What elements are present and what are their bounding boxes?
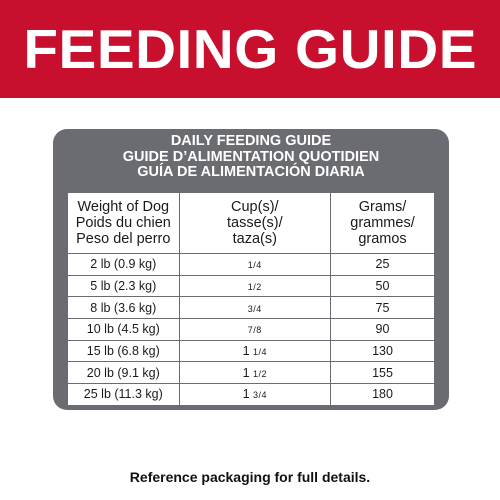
grams-cell: 50 — [330, 274, 435, 298]
feeding-guide-card: DAILY FEEDING GUIDE GUIDE D’ALIMENTATION… — [53, 129, 449, 410]
weight-cell: 8 lb (3.6 kg) — [67, 296, 180, 320]
cups-cell: 1/2 — [178, 274, 332, 298]
guide-heading: DAILY FEEDING GUIDE GUIDE D’ALIMENTATION… — [53, 133, 449, 190]
header-line: Weight of Dog — [77, 199, 170, 215]
grams-cell: 90 — [330, 318, 435, 341]
header-line: grammes/ — [350, 215, 415, 231]
guide-heading-en: DAILY FEEDING GUIDE — [170, 133, 332, 149]
table-row: 5 lb (2.3 kg) 1/2 50 — [67, 274, 435, 298]
header-line: tasse(s)/ — [227, 215, 283, 231]
grams-cell: 155 — [330, 361, 435, 385]
cups-cell: 7/8 — [178, 318, 332, 341]
header-banner: FEEDING GUIDE — [0, 0, 500, 98]
grams-cell: 180 — [330, 383, 435, 406]
weight-cell: 5 lb (2.3 kg) — [67, 274, 180, 298]
weight-cell: 10 lb (4.5 kg) — [67, 318, 180, 341]
grams-cell: 75 — [330, 296, 435, 320]
header-line: Poids du chien — [75, 215, 171, 231]
guide-heading-fr: GUIDE D’ALIMENTATION QUOTIDIEN — [122, 148, 380, 165]
cups-cell: 1 3/4 — [178, 383, 332, 406]
header-line: gramos — [358, 231, 407, 247]
table-row: 2 lb (0.9 kg) 1/4 25 — [67, 253, 435, 276]
cups-cell: 1 1/4 — [178, 339, 332, 363]
header-line: Cup(s)/ — [231, 199, 279, 215]
grams-cell: 25 — [330, 253, 435, 276]
table-row: 10 lb (4.5 kg) 7/8 90 — [67, 318, 435, 341]
table-row: 8 lb (3.6 kg) 3/4 75 — [67, 296, 435, 320]
column-header-cups: Cup(s)/ tasse(s)/ taza(s) — [178, 192, 332, 254]
header-line: Peso del perro — [76, 231, 171, 247]
grams-cell: 130 — [330, 339, 435, 363]
weight-cell: 25 lb (11.3 kg) — [67, 383, 180, 406]
table-row: 20 lb (9.1 kg) 1 1/2 155 — [67, 361, 435, 385]
page-title: FEEDING GUIDE — [23, 18, 477, 80]
footnote: Reference packaging for full details. — [129, 469, 371, 485]
weight-cell: 2 lb (0.9 kg) — [67, 253, 180, 276]
cups-cell: 1 1/2 — [178, 361, 332, 385]
header-line: Grams/ — [358, 199, 407, 215]
cups-cell: 3/4 — [178, 296, 332, 320]
guide-heading-es: GUÍA DE ALIMENTACIÓN DIARIA — [137, 164, 365, 180]
cups-cell: 1/4 — [178, 253, 332, 276]
feeding-table: Weight of Dog Poids du chien Peso del pe… — [67, 192, 435, 406]
table-row: 15 lb (6.8 kg) 1 1/4 130 — [67, 339, 435, 363]
column-header-grams: Grams/ grammes/ gramos — [330, 192, 435, 254]
weight-cell: 15 lb (6.8 kg) — [67, 339, 180, 363]
table-row: 25 lb (11.3 kg) 1 3/4 180 — [67, 383, 435, 406]
header-line: taza(s) — [232, 231, 277, 247]
column-header-weight: Weight of Dog Poids du chien Peso del pe… — [67, 192, 180, 254]
weight-cell: 20 lb (9.1 kg) — [67, 361, 180, 385]
table-header-row: Weight of Dog Poids du chien Peso del pe… — [67, 192, 435, 254]
